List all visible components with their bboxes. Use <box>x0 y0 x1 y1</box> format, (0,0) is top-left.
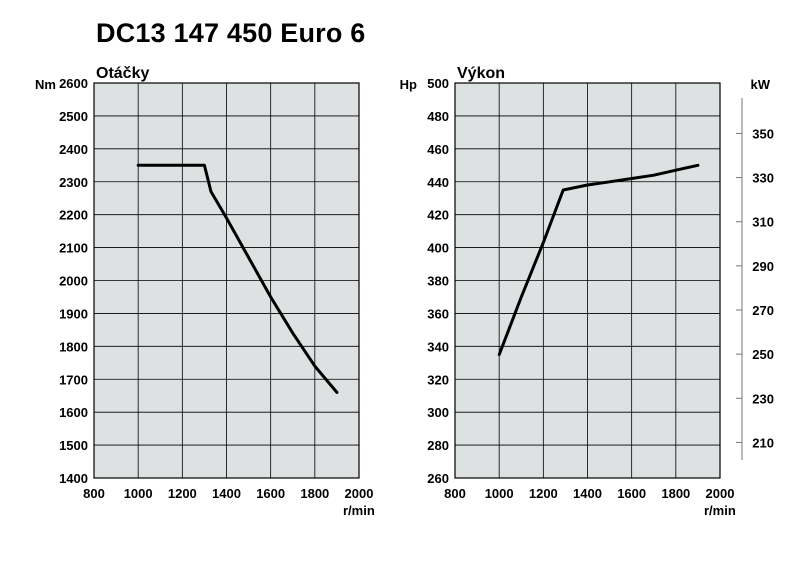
torque-chart-title: Otáčky <box>96 65 149 82</box>
torque-x-tick-label: 2000 <box>345 486 374 501</box>
power-kw-tick-label: 210 <box>752 435 774 450</box>
chart-title: DC13 147 450 Euro 6 <box>96 18 366 48</box>
power-x-tick-label: 1400 <box>573 486 602 501</box>
torque-y-tick-label: 2100 <box>59 241 88 256</box>
power-x-tick-label: 1000 <box>485 486 514 501</box>
torque-x-tick-label: 1000 <box>124 486 153 501</box>
power-x-tick-label: 800 <box>444 486 466 501</box>
power-x-tick-label: 1600 <box>617 486 646 501</box>
power-kw-tick-label: 310 <box>752 215 774 230</box>
power-chart-title: Výkon <box>457 65 505 82</box>
power-y-tick-label: 340 <box>427 339 449 354</box>
power-kw-tick-label: 250 <box>752 347 774 362</box>
power-y-tick-label: 380 <box>427 274 449 289</box>
torque-y-tick-label: 1400 <box>59 471 88 486</box>
power-y-right-axis-label: kW <box>751 77 771 92</box>
torque-x-tick-label: 1600 <box>256 486 285 501</box>
power-y-tick-label: 480 <box>427 109 449 124</box>
torque-y-tick-label: 1600 <box>59 405 88 420</box>
torque-y-tick-label: 2500 <box>59 109 88 124</box>
power-y-tick-label: 360 <box>427 306 449 321</box>
power-y-tick-label: 420 <box>427 208 449 223</box>
power-kw-tick-label: 290 <box>752 259 774 274</box>
power-chart: 800 1000 1200 1400 1600 1800 2000 260 280 300 320 3… <box>400 65 774 518</box>
torque-x-axis-label: r/min <box>343 503 375 518</box>
power-y-tick-label: 320 <box>427 372 449 387</box>
power-x-tick-label: 2000 <box>706 486 735 501</box>
power-y-tick-label: 280 <box>427 438 449 453</box>
power-y-tick-label: 300 <box>427 405 449 420</box>
power-x-axis-label: r/min <box>704 503 736 518</box>
torque-y-axis-label: Nm <box>35 77 56 92</box>
power-x-tick-label: 1800 <box>661 486 690 501</box>
power-x-tick-label: 1200 <box>529 486 558 501</box>
torque-x-tick-label: 1400 <box>212 486 241 501</box>
power-y-tick-label: 400 <box>427 241 449 256</box>
torque-y-tick-label: 2600 <box>59 76 88 91</box>
power-y-axis-label: Hp <box>400 77 417 92</box>
power-kw-tick-label: 230 <box>752 391 774 406</box>
power-y-tick-label: 260 <box>427 471 449 486</box>
torque-x-tick-label: 800 <box>83 486 105 501</box>
power-y-tick-label: 460 <box>427 142 449 157</box>
torque-chart: 800 1000 1200 1400 1600 1800 2000 1400 1500 1600 1… <box>35 65 375 518</box>
power-kw-tick-label: 270 <box>752 303 774 318</box>
torque-y-tick-label: 2200 <box>59 208 88 223</box>
torque-y-tick-label: 1500 <box>59 438 88 453</box>
torque-y-tick-label: 1800 <box>59 339 88 354</box>
torque-y-tick-label: 1900 <box>59 306 88 321</box>
torque-x-tick-label: 1200 <box>168 486 197 501</box>
torque-y-tick-label: 2000 <box>59 274 88 289</box>
torque-curve <box>136 163 339 394</box>
power-curve <box>497 163 700 357</box>
torque-y-tick-label: 2400 <box>59 142 88 157</box>
power-y-tick-label: 500 <box>427 76 449 91</box>
power-y-tick-label: 440 <box>427 175 449 190</box>
torque-x-tick-label: 1800 <box>300 486 329 501</box>
torque-y-tick-label: 1700 <box>59 372 88 387</box>
torque-y-tick-label: 2300 <box>59 175 88 190</box>
power-kw-tick-label: 330 <box>752 171 774 186</box>
power-kw-tick-label: 350 <box>752 126 774 141</box>
